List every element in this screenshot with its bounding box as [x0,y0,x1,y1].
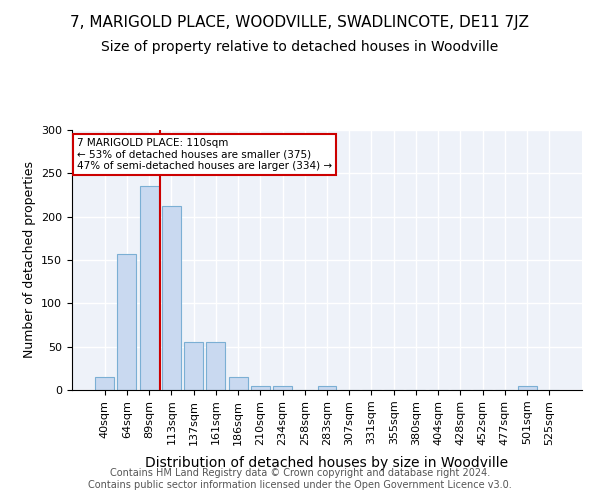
Bar [317,386,337,390]
Text: Contains HM Land Registry data © Crown copyright and database right 2024.
Contai: Contains HM Land Registry data © Crown c… [88,468,512,490]
Bar [118,254,136,390]
X-axis label: Distribution of detached houses by size in Woodville: Distribution of detached houses by size … [145,456,509,470]
Bar [518,386,536,390]
Bar [273,386,292,390]
Bar [95,377,114,390]
Y-axis label: Number of detached properties: Number of detached properties [23,162,35,358]
Text: 7 MARIGOLD PLACE: 110sqm
← 53% of detached houses are smaller (375)
47% of semi-: 7 MARIGOLD PLACE: 110sqm ← 53% of detach… [77,138,332,171]
Bar [206,342,225,390]
Text: Size of property relative to detached houses in Woodville: Size of property relative to detached ho… [101,40,499,54]
Bar [184,342,203,390]
Text: 7, MARIGOLD PLACE, WOODVILLE, SWADLINCOTE, DE11 7JZ: 7, MARIGOLD PLACE, WOODVILLE, SWADLINCOT… [71,15,530,30]
Bar [229,377,248,390]
Bar [162,206,181,390]
Bar [140,186,158,390]
Bar [251,386,270,390]
